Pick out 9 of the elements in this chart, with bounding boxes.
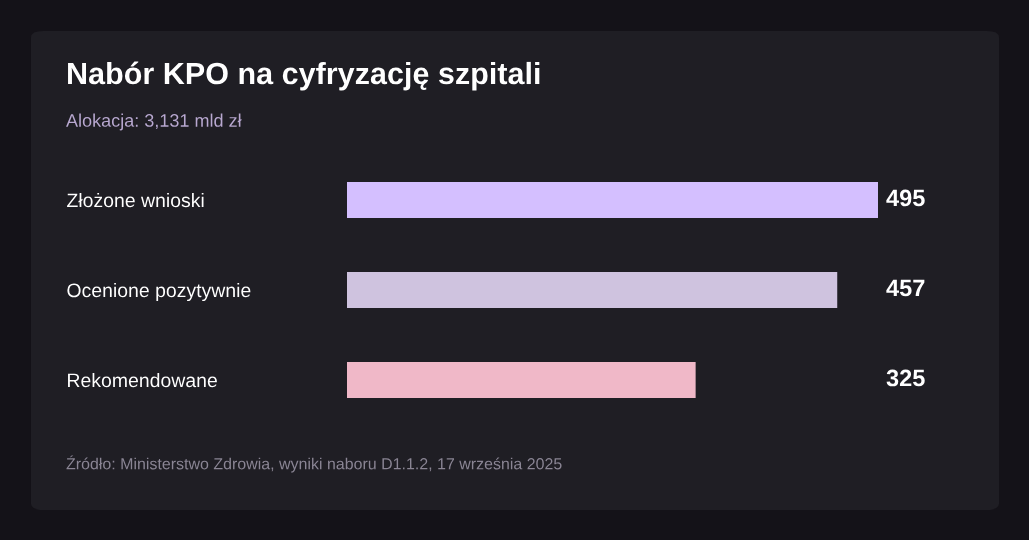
text: Alokacja: 3,131 mld zł bbox=[66, 113, 242, 131]
chart-title: Nabór KPO na cyfryzację szpitali bbox=[68, 61, 540, 91]
y-tick-label: Rekomendowane bbox=[68, 372, 217, 388]
data-label: 325 bbox=[886, 369, 925, 387]
text: Źródło: Ministerstwo Zdrowia, wyniki naboru D1.1.2, 17 września 2025 bbox=[66, 455, 562, 473]
data-label: 457 bbox=[886, 279, 925, 297]
y-tick-label: Złożone wnioski bbox=[67, 192, 204, 208]
y-tick-label: Ocenione pozytywnie bbox=[67, 282, 251, 302]
data-label: 495 bbox=[886, 189, 925, 207]
